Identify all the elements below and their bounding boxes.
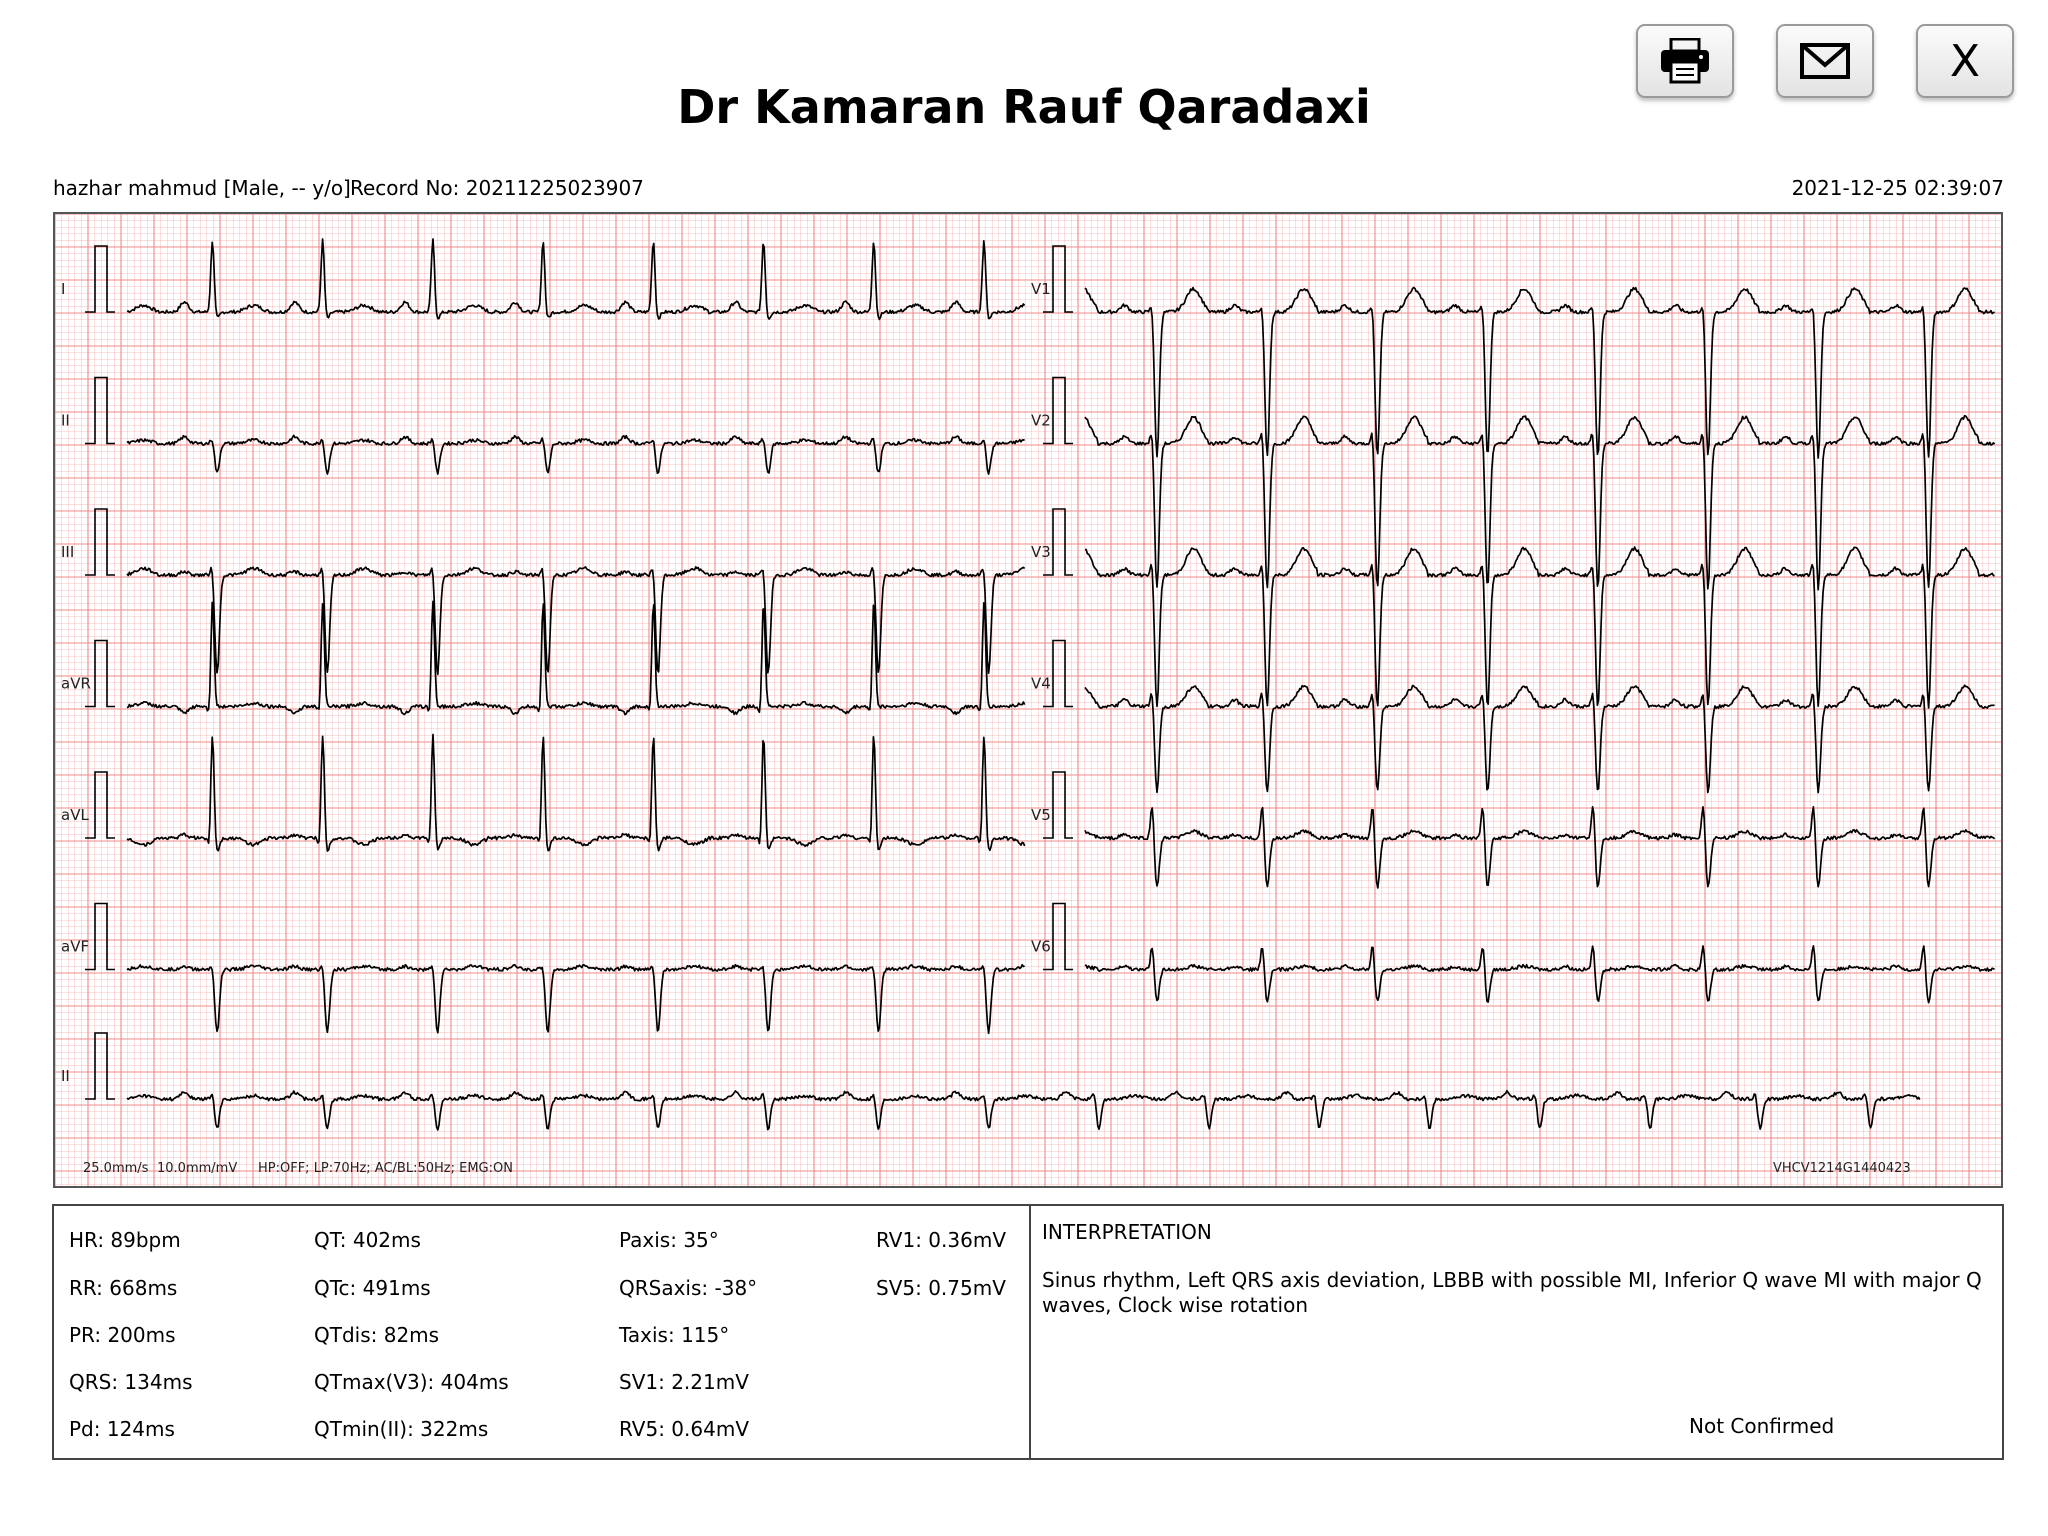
calibration-pulse: [85, 771, 115, 839]
lead-trace-v5: [1084, 806, 1996, 889]
lead-trace-v6: [1084, 945, 1995, 1004]
calibration-pulse: [85, 1032, 115, 1100]
calibration-pulse: [1043, 902, 1073, 971]
calibration-pulse: [1043, 639, 1073, 708]
page-title: Dr Kamaran Rauf Qaradaxi: [677, 80, 1371, 134]
calibration-pulse: [1043, 771, 1073, 839]
lead-label-v2: V2: [1031, 412, 1051, 430]
lead-label-avf: aVF: [61, 938, 89, 956]
interpretation-heading: INTERPRETATION: [1042, 1220, 1212, 1244]
lead-trace-v1: [1084, 286, 1996, 459]
envelope-icon: [1800, 43, 1850, 79]
ecg-speed-label: 25.0mm/s: [83, 1161, 149, 1176]
measurement-qtdis: QTdis: 82ms: [314, 1323, 440, 1347]
lead-trace-avl: [126, 733, 1026, 852]
lead-trace-ii: [126, 434, 1025, 475]
measurement-qt: QT: 402ms: [314, 1228, 421, 1252]
lead-label-v3: V3: [1031, 543, 1051, 561]
lead-label-v1: V1: [1031, 280, 1051, 298]
measurement-sv1: SV1: 2.21mV: [619, 1370, 749, 1394]
lead-trace-avf: [126, 963, 1025, 1035]
measurement-rr: RR: 668ms: [69, 1276, 178, 1300]
lead-trace-v4: [1084, 684, 1995, 794]
lead-label-ii: II: [61, 1067, 70, 1085]
lead-label-v6: V6: [1031, 938, 1051, 956]
summary-panel: HR: 89bpm RR: 668ms PR: 200ms QRS: 134ms…: [52, 1204, 2004, 1460]
measurement-sv5: SV5: 0.75mV: [876, 1276, 1006, 1300]
ecg-filter-label: HP:OFF; LP:70Hz; AC/BL:50Hz; EMG:ON: [258, 1161, 513, 1176]
record-datetime: 2021-12-25 02:39:07: [1791, 176, 2004, 200]
ecg-device-id: VHCV1214G1440423: [1773, 1161, 1911, 1176]
lead-label-i: I: [61, 280, 65, 298]
grid-minor: [55, 214, 2001, 1186]
measurement-taxis: Taxis: 115°: [619, 1323, 730, 1347]
measurement-qrs: QRS: 134ms: [69, 1370, 193, 1394]
lead-trace-avr: [126, 600, 1026, 716]
measurement-qtc: QTc: 491ms: [314, 1276, 431, 1300]
ecg-gain-label: 10.0mm/mV: [157, 1161, 237, 1176]
ecg-chart: I V1 II V2 III V3 aVR V4 aVL V5 aVF V6 II 25.0mm/s 10.…: [53, 212, 2003, 1188]
patient-name: hazhar mahmud [Male, -- y/o]: [53, 176, 351, 200]
calibration-pulse: [85, 508, 115, 576]
interpretation-text: Sinus rhythm, Left QRS axis deviation, L…: [1042, 1268, 1982, 1317]
lead-label-avl: aVL: [61, 806, 89, 824]
calibration-pulse: [85, 376, 115, 445]
lead-trace-iii: [126, 566, 1026, 676]
calibration-pulse: [1043, 376, 1073, 445]
measurement-qrsaxis: QRSaxis: -38°: [619, 1276, 758, 1300]
close-icon: X: [1949, 35, 1981, 87]
lead-label-ii: II: [61, 412, 70, 430]
calibration-pulse: [85, 245, 115, 313]
lead-label-v5: V5: [1031, 806, 1051, 824]
measurement-qtmax: QTmax(V3): 404ms: [314, 1370, 509, 1394]
confirmation-status: Not Confirmed: [1689, 1414, 1835, 1438]
measurement-rv5: RV5: 0.64mV: [619, 1417, 749, 1441]
print-button[interactable]: [1636, 24, 1734, 98]
calibration-pulse: [1043, 245, 1073, 313]
measurement-rv1: RV1: 0.36mV: [876, 1228, 1006, 1252]
record-number: Record No: 20211225023907: [350, 176, 644, 200]
lead-label-iii: III: [61, 543, 74, 561]
lead-label-v4: V4: [1031, 675, 1051, 693]
close-button[interactable]: X: [1916, 24, 2014, 98]
calibration-pulse: [85, 639, 115, 708]
calibration-pulse: [1043, 508, 1073, 576]
calibration-pulse: [85, 902, 115, 971]
measurement-pd: Pd: 124ms: [69, 1417, 175, 1441]
lead-trace-ii: [126, 1089, 1921, 1131]
summary-divider: [1029, 1206, 1031, 1458]
lead-trace-v3: [1085, 546, 1995, 709]
email-button[interactable]: [1776, 24, 1874, 98]
measurement-hr: HR: 89bpm: [69, 1228, 181, 1252]
measurement-paxis: Paxis: 35°: [619, 1228, 719, 1252]
printer-icon: [1661, 38, 1709, 84]
lead-trace-v2: [1084, 414, 1996, 591]
measurement-pr: PR: 200ms: [69, 1323, 176, 1347]
lead-trace-i: [126, 238, 1026, 321]
measurement-qtmin: QTmin(II): 322ms: [314, 1417, 489, 1441]
lead-label-avr: aVR: [61, 675, 91, 693]
